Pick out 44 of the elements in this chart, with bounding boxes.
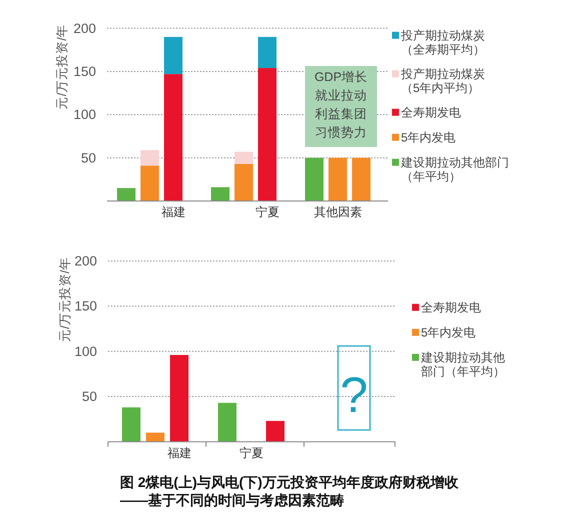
legend-label: 投产期拉动煤炭（5年内平均） bbox=[400, 66, 485, 95]
x-tick-label: 宁夏 bbox=[239, 446, 264, 460]
bar bbox=[352, 158, 370, 201]
bar bbox=[146, 432, 164, 442]
bar bbox=[117, 188, 136, 201]
y-tick-label: 150 bbox=[74, 298, 97, 314]
y-axis-title: 元/万元投资/年 bbox=[55, 24, 69, 110]
legend-label: 全寿期发电 bbox=[401, 105, 461, 120]
legend-label: 建设期拉动其他部门（年平均） bbox=[420, 350, 505, 378]
bar bbox=[164, 36, 182, 74]
bar bbox=[266, 420, 284, 442]
bar bbox=[258, 36, 276, 68]
legend-label: 全寿期发电 bbox=[421, 300, 481, 314]
bar bbox=[140, 166, 159, 201]
legend-label: 投产期拉动煤炭（全寿期平均） bbox=[400, 28, 485, 56]
x-tick-label: 宁夏 bbox=[255, 205, 280, 219]
legend-label: 建设期拉动其他部门（年平均） bbox=[400, 155, 509, 184]
y-tick-label: 200 bbox=[73, 20, 96, 36]
annotation: GDP增长就业拉动利益集团习惯势力 bbox=[314, 70, 368, 140]
x-tick-label: 其他因素 bbox=[314, 205, 362, 219]
bar bbox=[234, 164, 253, 201]
caption: 图 2煤电(上)与风电(下)万元投资平均年度政府财税增收——基于不同的时间与考虑因素范畴 bbox=[120, 474, 460, 508]
bar bbox=[211, 187, 230, 201]
legend-label: 5年内发电 bbox=[421, 325, 476, 340]
y-axis-title: 元/万元投资/年 bbox=[58, 257, 72, 342]
y-tick-label: 100 bbox=[74, 344, 97, 359]
bar bbox=[140, 150, 159, 166]
bar bbox=[122, 407, 140, 442]
bar bbox=[258, 68, 276, 201]
y-tick-label: 200 bbox=[74, 254, 97, 268]
legend-label: 5年内发电 bbox=[401, 130, 456, 144]
annotation: ? bbox=[340, 367, 368, 423]
bar bbox=[164, 74, 182, 201]
y-tick-label: 150 bbox=[73, 64, 96, 79]
bar bbox=[305, 158, 324, 201]
bar bbox=[170, 354, 188, 442]
y-tick-label: 50 bbox=[80, 150, 96, 166]
y-tick-label: 50 bbox=[82, 389, 97, 404]
bar bbox=[218, 402, 236, 442]
x-tick-label: 福建 bbox=[161, 205, 186, 219]
bar bbox=[328, 158, 347, 201]
x-tick-label: 福建 bbox=[167, 446, 192, 460]
y-tick-label: 100 bbox=[73, 107, 96, 122]
bar bbox=[234, 152, 253, 164]
